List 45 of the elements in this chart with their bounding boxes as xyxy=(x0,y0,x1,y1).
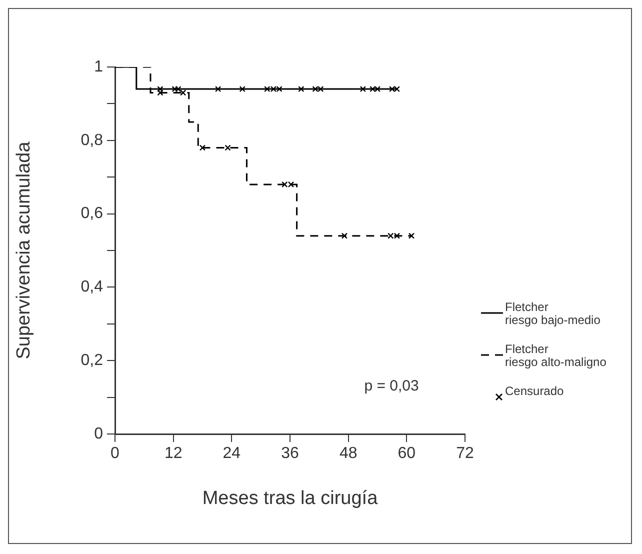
point xyxy=(288,181,294,188)
point xyxy=(172,86,178,92)
y-tick-label: 0,8 xyxy=(80,132,104,149)
point xyxy=(282,181,288,188)
point xyxy=(157,90,164,96)
point xyxy=(318,86,324,92)
point xyxy=(374,86,381,92)
legend-label: Fletcher riesgo bajo-medio xyxy=(505,300,602,327)
x-axis-title: Meses tras la cirugía xyxy=(202,488,378,509)
point xyxy=(360,86,366,92)
point xyxy=(389,86,396,92)
point xyxy=(239,86,246,92)
point xyxy=(408,232,415,239)
x-tick-label: 48 xyxy=(339,445,358,462)
point xyxy=(175,86,182,92)
x-tick-label: 60 xyxy=(398,445,416,462)
point xyxy=(298,86,304,92)
point xyxy=(394,86,400,92)
point xyxy=(394,232,400,239)
legend-label: Fletcher riesgo alto-maligno xyxy=(505,342,608,369)
point xyxy=(341,232,348,239)
y-axis-title: Supervivencia acumulada xyxy=(14,141,35,360)
point xyxy=(157,86,164,92)
x-tick-label: 0 xyxy=(110,445,120,462)
point xyxy=(214,86,222,92)
y-tick-label: 0,2 xyxy=(80,352,104,370)
point xyxy=(199,144,206,151)
point xyxy=(388,232,394,239)
point xyxy=(370,86,376,92)
y-tick-label: 0,6 xyxy=(80,205,104,222)
x-tick-label: 24 xyxy=(222,445,241,462)
point xyxy=(312,86,318,92)
point xyxy=(270,86,277,92)
point xyxy=(180,90,186,96)
x-tick-label: 72 xyxy=(456,445,474,462)
y-tick-label: 0 xyxy=(94,425,104,442)
legend-label: Censurado xyxy=(505,384,565,398)
x-tick-label: 36 xyxy=(281,445,299,462)
annotation: p = 0,03 xyxy=(364,377,419,394)
x-tick-label: 12 xyxy=(164,445,182,462)
point xyxy=(264,86,270,92)
point xyxy=(224,144,231,151)
y-tick-label: 0,4 xyxy=(80,278,104,296)
y-tick-label: 1 xyxy=(94,58,104,76)
point xyxy=(276,86,282,92)
